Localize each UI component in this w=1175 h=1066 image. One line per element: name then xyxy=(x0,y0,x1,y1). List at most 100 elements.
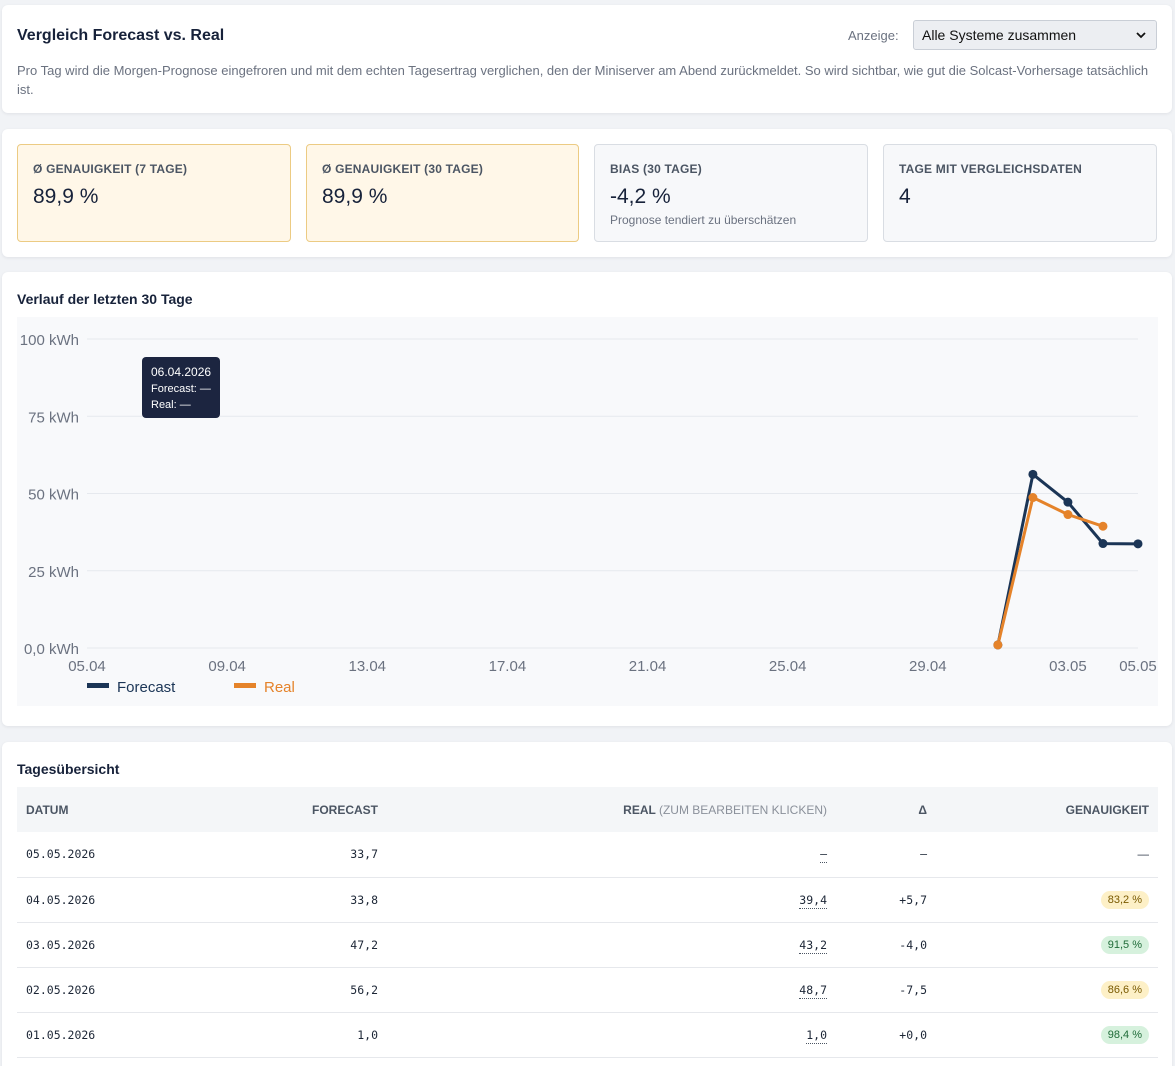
x-tick-label: 09.04 xyxy=(208,658,246,675)
cell-accuracy: 86,6 % xyxy=(936,967,1158,1012)
page-description: Pro Tag wird die Morgen-Prognose eingefr… xyxy=(17,63,1149,97)
stat-bias-30: Bias (30 Tage) -4,2 % Prognose tendiert … xyxy=(594,144,868,242)
x-tick-label: 21.04 xyxy=(629,658,667,675)
real-edit[interactable]: – xyxy=(820,847,827,864)
table-row: 05.05.2026 33,7 – – — xyxy=(17,832,1158,877)
cell-forecast: 33,8 xyxy=(350,892,378,907)
cell-date: 01.05.2026 xyxy=(26,1027,96,1042)
series-line-real xyxy=(996,496,1104,646)
x-tick-label: 13.04 xyxy=(348,658,386,675)
cell-forecast: 56,2 xyxy=(350,982,378,997)
cell-real: 1,0 xyxy=(387,1012,836,1057)
accuracy-badge: 83,2 % xyxy=(1100,890,1149,909)
page-title: Vergleich Forecast vs. Real xyxy=(17,27,225,44)
data-point-real[interactable] xyxy=(1098,521,1108,531)
col-header-accuracy: Genauigkeit xyxy=(1065,802,1149,817)
cell-delta: +0,0 xyxy=(899,1027,927,1042)
cell-real: – xyxy=(387,832,836,877)
table-row: 02.05.2026 56,2 48,7 -7,5 86,6 % xyxy=(17,967,1158,1012)
y-tick-label: 0,0 kWh xyxy=(24,641,79,658)
cell-date: 03.05.2026 xyxy=(26,937,96,952)
data-point-forecast[interactable] xyxy=(1063,497,1073,507)
stat-sub: Prognose tendiert zu überschätzen xyxy=(610,213,797,227)
x-tick-label: 05.05 xyxy=(1119,658,1157,675)
real-edit[interactable]: 39,4 xyxy=(799,892,827,909)
real-edit[interactable]: 43,2 xyxy=(799,937,827,954)
table-row: 03.05.2026 47,2 43,2 -4,0 91,5 % xyxy=(17,922,1158,967)
chevron-down-icon xyxy=(1136,32,1146,39)
stat-label: Ø Genauigkeit (7 Tage) xyxy=(33,162,188,176)
display-select[interactable]: Alle Systeme zusammen xyxy=(913,20,1157,50)
stat-label: Ø Genauigkeit (30 Tage) xyxy=(322,162,484,176)
cell-delta: -7,5 xyxy=(899,982,927,997)
accuracy-badge: 86,6 % xyxy=(1100,980,1149,999)
real-edit[interactable]: 48,7 xyxy=(799,982,827,999)
x-tick-label: 29.04 xyxy=(909,658,947,675)
col-header-real: Real (zum Bearbeiten klicken) xyxy=(387,787,836,832)
legend-label-forecast[interactable]: Forecast xyxy=(117,679,176,696)
accuracy-empty: — xyxy=(1137,849,1150,862)
accuracy-badge: 91,5 % xyxy=(1100,935,1149,954)
stat-days-with-data: Tage mit Vergleichsdaten 4 xyxy=(883,144,1157,242)
data-point-real[interactable] xyxy=(1063,510,1073,520)
real-edit[interactable]: 1,0 xyxy=(806,1027,827,1044)
display-label: Anzeige: xyxy=(848,28,899,43)
stat-value: 4 xyxy=(899,185,911,208)
stat-value: 89,9 % xyxy=(33,185,99,208)
col-header-real-hint: (zum Bearbeiten klicken) xyxy=(658,802,827,817)
cell-forecast: 1,0 xyxy=(357,1027,378,1042)
header-card: Vergleich Forecast vs. Real Anzeige: All… xyxy=(2,5,1172,113)
tooltip-real: Real: — xyxy=(151,399,191,411)
cell-real: 39,4 xyxy=(387,877,836,922)
table-header-row: Datum Forecast Real (zum Bearbeiten klic… xyxy=(17,787,1158,832)
stat-value: 89,9 % xyxy=(322,185,388,208)
cell-delta: -4,0 xyxy=(899,937,927,952)
accuracy-badge: 98,4 % xyxy=(1100,1025,1149,1044)
stat-value: -4,2 % xyxy=(610,185,671,208)
cell-accuracy: 83,2 % xyxy=(936,877,1158,922)
tooltip-forecast: Forecast: — xyxy=(151,383,211,395)
cell-date: 05.05.2026 xyxy=(26,847,96,862)
col-header-forecast: Forecast xyxy=(312,802,378,817)
stat-label: Tage mit Vergleichsdaten xyxy=(899,162,1083,176)
cell-date: 04.05.2026 xyxy=(26,892,96,907)
stat-accuracy-30: Ø Genauigkeit (30 Tage) 89,9 % xyxy=(306,144,579,242)
table-card: Tagesübersicht Datum Forecast Real (zum … xyxy=(2,742,1172,1066)
cell-accuracy: 98,4 % xyxy=(936,1012,1158,1057)
table-row: 01.05.2026 1,0 1,0 +0,0 98,4 % xyxy=(17,1012,1158,1057)
chart-card: Verlauf der letzten 30 Tage 0,0 kWh 25 kW… xyxy=(2,272,1172,726)
col-header-date: Datum xyxy=(26,802,69,817)
x-tick-label: 25.04 xyxy=(769,658,807,675)
stats-card: Ø Genauigkeit (7 Tage) 89,9 % Ø Genauigk… xyxy=(2,129,1172,257)
cell-delta: +5,7 xyxy=(899,892,927,907)
tooltip-date: 06.04.2026 xyxy=(151,365,212,379)
y-tick-label: 100 kWh xyxy=(20,332,79,349)
legend-swatch-real xyxy=(234,683,256,688)
legend-label-real[interactable]: Real xyxy=(264,679,295,696)
x-tick-label: 17.04 xyxy=(489,658,527,675)
col-header-delta: Δ xyxy=(918,802,927,817)
data-point-real[interactable] xyxy=(1028,493,1038,503)
cell-real: 43,2 xyxy=(387,922,836,967)
cell-forecast: 33,7 xyxy=(350,847,378,862)
data-point-real[interactable] xyxy=(993,640,1003,650)
cell-date: 02.05.2026 xyxy=(26,982,96,997)
daily-table: Datum Forecast Real (zum Bearbeiten klic… xyxy=(17,787,1158,1058)
y-tick-label: 75 kWh xyxy=(28,409,79,426)
legend-swatch-forecast xyxy=(87,683,109,688)
cell-real: 48,7 xyxy=(387,967,836,1012)
data-point-forecast[interactable] xyxy=(1098,539,1108,549)
cell-accuracy: — xyxy=(936,832,1158,877)
col-header-real-label: Real xyxy=(623,802,656,817)
table-title: Tagesübersicht xyxy=(17,761,120,777)
cell-forecast: 47,2 xyxy=(350,937,378,952)
stat-accuracy-7: Ø Genauigkeit (7 Tage) 89,9 % xyxy=(17,144,291,242)
data-point-forecast[interactable] xyxy=(1028,469,1038,479)
chart-title: Verlauf der letzten 30 Tage xyxy=(17,291,193,307)
x-tick-label: 03.05 xyxy=(1049,658,1087,675)
data-point-forecast[interactable] xyxy=(1133,539,1143,549)
display-select-value: Alle Systeme zusammen xyxy=(922,27,1077,43)
cell-delta: – xyxy=(920,847,927,862)
x-tick-label: 05.04 xyxy=(68,658,106,675)
stat-label: Bias (30 Tage) xyxy=(610,162,702,176)
